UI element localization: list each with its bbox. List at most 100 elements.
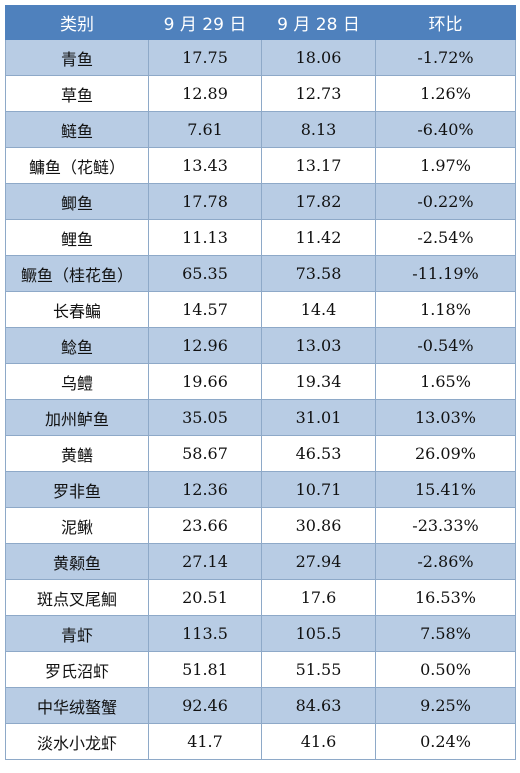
cell-sep28: 84.63 [261, 687, 376, 724]
cell-category: 泥鳅 [5, 507, 149, 544]
cell-sep29: 12.96 [148, 327, 262, 364]
cell-sep28: 10.71 [261, 471, 376, 508]
cell-sep29: 23.66 [148, 507, 262, 544]
cell-category: 罗非鱼 [5, 471, 149, 508]
cell-sep28: 73.58 [261, 255, 376, 292]
cell-category: 鲢鱼 [5, 111, 149, 148]
cell-sep28: 13.17 [261, 147, 376, 184]
cell-category: 黄颡鱼 [5, 543, 149, 580]
cell-category: 青虾 [5, 615, 149, 652]
table-row: 加州鲈鱼 35.05 31.01 13.03% [5, 399, 516, 436]
cell-category: 青鱼 [5, 39, 149, 76]
table-row: 罗非鱼 12.36 10.71 15.41% [5, 471, 516, 508]
cell-sep28: 30.86 [261, 507, 376, 544]
cell-change: 1.26% [375, 75, 516, 112]
table-row: 草鱼 12.89 12.73 1.26% [5, 75, 516, 112]
cell-sep29: 17.75 [148, 39, 262, 76]
cell-sep28: 27.94 [261, 543, 376, 580]
cell-category: 鲫鱼 [5, 183, 149, 220]
table-row: 黄颡鱼 27.14 27.94 -2.86% [5, 543, 516, 580]
cell-sep29: 12.36 [148, 471, 262, 508]
header-row: 类别 9 月 29 日 9 月 28 日 环比 [5, 5, 516, 40]
cell-sep28: 11.42 [261, 219, 376, 256]
table-body: 青鱼 17.75 18.06 -1.72% 草鱼 12.89 12.73 1.26% 鲢鱼 7.6… [5, 39, 516, 760]
header-change: 环比 [375, 5, 516, 40]
cell-sep28: 17.6 [261, 579, 376, 616]
cell-sep28: 8.13 [261, 111, 376, 148]
cell-category: 鲶鱼 [5, 327, 149, 364]
cell-category: 罗氏沼虾 [5, 651, 149, 688]
cell-change: -11.19% [375, 255, 516, 292]
cell-category: 淡水小龙虾 [5, 723, 149, 760]
table-row: 鳜鱼（桂花鱼） 65.35 73.58 -11.19% [5, 255, 516, 292]
cell-category: 鳜鱼（桂花鱼） [5, 255, 149, 292]
cell-category: 草鱼 [5, 75, 149, 112]
cell-change: 9.25% [375, 687, 516, 724]
cell-sep28: 17.82 [261, 183, 376, 220]
table-row: 中华绒螯蟹 92.46 84.63 9.25% [5, 687, 516, 724]
cell-sep29: 51.81 [148, 651, 262, 688]
cell-change: 15.41% [375, 471, 516, 508]
table-row: 鲶鱼 12.96 13.03 -0.54% [5, 327, 516, 364]
header-sep29: 9 月 29 日 [148, 5, 262, 40]
cell-sep29: 41.7 [148, 723, 262, 760]
price-table: 类别 9 月 29 日 9 月 28 日 环比 青鱼 17.75 18.06 -1.7… [5, 5, 516, 760]
table-header: 类别 9 月 29 日 9 月 28 日 环比 [5, 5, 516, 40]
table-row: 泥鳅 23.66 30.86 -23.33% [5, 507, 516, 544]
price-table-container: 类别 9 月 29 日 9 月 28 日 环比 青鱼 17.75 18.06 -1.7… [5, 5, 516, 760]
table-row: 长春鳊 14.57 14.4 1.18% [5, 291, 516, 328]
cell-sep29: 19.66 [148, 363, 262, 400]
table-row: 乌鳢 19.66 19.34 1.65% [5, 363, 516, 400]
cell-change: 16.53% [375, 579, 516, 616]
cell-sep28: 46.53 [261, 435, 376, 472]
cell-change: 1.97% [375, 147, 516, 184]
table-row: 罗氏沼虾 51.81 51.55 0.50% [5, 651, 516, 688]
cell-sep28: 18.06 [261, 39, 376, 76]
cell-category: 鲤鱼 [5, 219, 149, 256]
cell-sep28: 105.5 [261, 615, 376, 652]
cell-change: -0.54% [375, 327, 516, 364]
cell-sep29: 92.46 [148, 687, 262, 724]
cell-change: 1.65% [375, 363, 516, 400]
cell-sep29: 58.67 [148, 435, 262, 472]
cell-change: -2.54% [375, 219, 516, 256]
cell-change: -6.40% [375, 111, 516, 148]
table-row: 青鱼 17.75 18.06 -1.72% [5, 39, 516, 76]
cell-category: 中华绒螯蟹 [5, 687, 149, 724]
cell-sep29: 113.5 [148, 615, 262, 652]
cell-sep29: 11.13 [148, 219, 262, 256]
cell-sep28: 31.01 [261, 399, 376, 436]
header-sep28: 9 月 28 日 [261, 5, 376, 40]
cell-category: 乌鳢 [5, 363, 149, 400]
cell-category: 鳙鱼（花鲢） [5, 147, 149, 184]
cell-sep28: 19.34 [261, 363, 376, 400]
cell-sep28: 14.4 [261, 291, 376, 328]
cell-sep28: 12.73 [261, 75, 376, 112]
cell-change: 13.03% [375, 399, 516, 436]
table-row: 斑点叉尾鮰 20.51 17.6 16.53% [5, 579, 516, 616]
cell-change: -0.22% [375, 183, 516, 220]
cell-sep29: 20.51 [148, 579, 262, 616]
table-row: 淡水小龙虾 41.7 41.6 0.24% [5, 723, 516, 760]
cell-change: -1.72% [375, 39, 516, 76]
table-row: 青虾 113.5 105.5 7.58% [5, 615, 516, 652]
cell-change: 1.18% [375, 291, 516, 328]
cell-sep29: 35.05 [148, 399, 262, 436]
table-row: 鳙鱼（花鲢） 13.43 13.17 1.97% [5, 147, 516, 184]
table-row: 鲢鱼 7.61 8.13 -6.40% [5, 111, 516, 148]
cell-sep28: 41.6 [261, 723, 376, 760]
cell-change: 7.58% [375, 615, 516, 652]
cell-sep28: 51.55 [261, 651, 376, 688]
cell-sep29: 13.43 [148, 147, 262, 184]
cell-change: 0.50% [375, 651, 516, 688]
cell-change: 26.09% [375, 435, 516, 472]
cell-sep29: 14.57 [148, 291, 262, 328]
cell-category: 长春鳊 [5, 291, 149, 328]
cell-category: 黄鳝 [5, 435, 149, 472]
header-category: 类别 [5, 5, 149, 40]
cell-sep28: 13.03 [261, 327, 376, 364]
cell-change: 0.24% [375, 723, 516, 760]
cell-category: 加州鲈鱼 [5, 399, 149, 436]
cell-change: -2.86% [375, 543, 516, 580]
cell-sep29: 65.35 [148, 255, 262, 292]
